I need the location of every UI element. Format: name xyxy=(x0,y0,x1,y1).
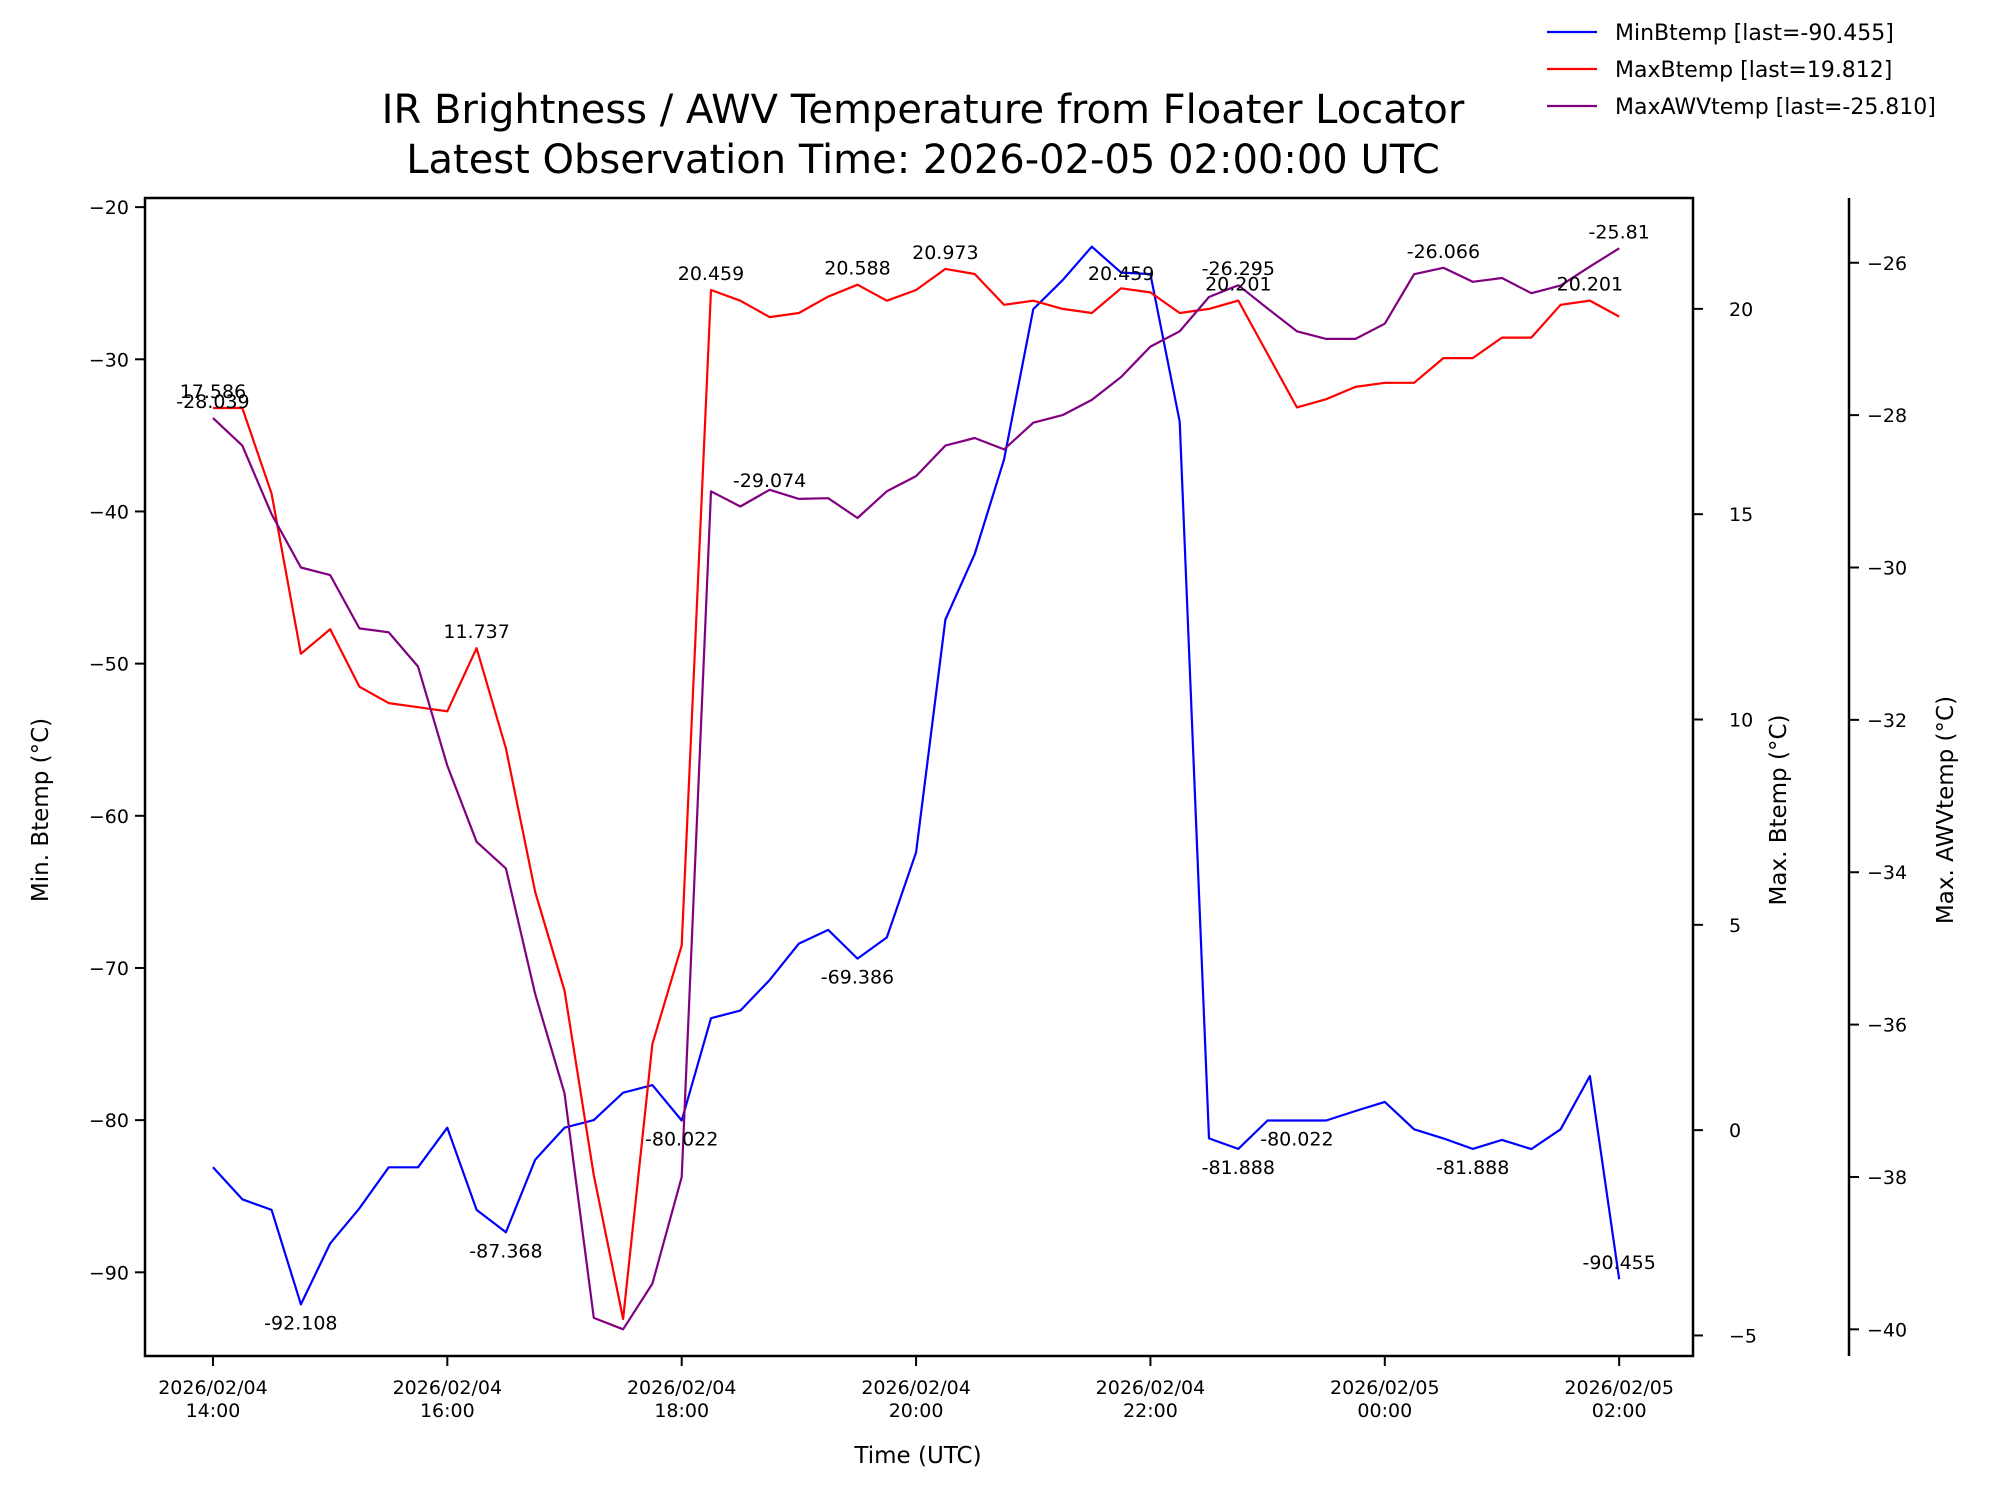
right-axis-label-maxbtemp: Max. Btemp (°C) xyxy=(1766,715,1792,906)
annotation-maxbtemp: 20.201 xyxy=(1557,274,1623,296)
annotation-maxawvtemp: -26.066 xyxy=(1407,241,1480,263)
legend-label-maxawvtemp: MaxAWVtemp [last=-25.810] xyxy=(1615,95,1936,120)
x-tick-label-time: 22:00 xyxy=(1123,1400,1178,1422)
annotation-maxbtemp: 11.737 xyxy=(443,621,509,643)
right2-tick-label: −26 xyxy=(1867,253,1907,275)
left-tick-label: −20 xyxy=(89,197,129,219)
annotation-maxawvtemp: -26.295 xyxy=(1202,258,1275,280)
x-tick-label-date: 2026/02/04 xyxy=(158,1377,268,1399)
annotation-minbtemp: -92.108 xyxy=(264,1312,337,1334)
x-tick-label-date: 2026/02/05 xyxy=(1330,1377,1440,1399)
annotation-maxbtemp: 20.201 xyxy=(1205,274,1271,296)
x-tick-label-date: 2026/02/04 xyxy=(861,1377,971,1399)
x-tick-label-time: 00:00 xyxy=(1357,1400,1412,1422)
annotation-maxawvtemp: -29.074 xyxy=(733,470,806,492)
annotation-maxawvtemp: -25.81 xyxy=(1589,221,1650,243)
annotation-minbtemp: -90.455 xyxy=(1583,1252,1656,1274)
left-tick-label: −40 xyxy=(89,501,129,523)
right1-tick-label: 0 xyxy=(1729,1120,1741,1142)
annotation-minbtemp: -81.888 xyxy=(1202,1157,1275,1179)
right1-tick-label: −5 xyxy=(1729,1325,1757,1347)
x-tick-label-time: 18:00 xyxy=(654,1400,709,1422)
series-line-minbtemp xyxy=(212,245,1621,1306)
left-tick-label: −50 xyxy=(89,654,129,676)
x-tick-label-time: 16:00 xyxy=(420,1400,475,1422)
right2-tick-label: −32 xyxy=(1867,710,1907,732)
legend-label-minbtemp: MinBtemp [last=-90.455] xyxy=(1615,21,1894,46)
annotation-maxbtemp: 20.459 xyxy=(678,263,744,285)
x-tick-label-date: 2026/02/04 xyxy=(393,1377,503,1399)
data-annotations: -92.108 -87.368 -80.022 -69.386 -81.888 -80.0… xyxy=(176,221,1656,1334)
series-line-maxawvtemp xyxy=(212,247,1620,1331)
left-axis-label: Min. Btemp (°C) xyxy=(28,718,54,902)
right1-tick-label: 15 xyxy=(1729,504,1753,526)
x-tick-label-time: 02:00 xyxy=(1592,1400,1647,1422)
x-tick-label-time: 14:00 xyxy=(186,1400,241,1422)
right2-tick-label: −38 xyxy=(1867,1167,1907,1189)
right1-tick-label: 5 xyxy=(1729,915,1741,937)
annotation-maxbtemp: 20.459 xyxy=(1088,263,1154,285)
axis-ticks: 2026/02/0414:002026/02/0416:002026/02/04… xyxy=(89,197,1907,1422)
left-tick-label: −90 xyxy=(89,1262,129,1284)
right2-tick-label: −28 xyxy=(1867,405,1907,427)
left-tick-label: −70 xyxy=(89,958,129,980)
right1-tick-label: 20 xyxy=(1729,299,1753,321)
legend: MinBtemp [last=-90.455] MaxBtemp [last=1… xyxy=(1547,21,1936,120)
annotation-minbtemp: -87.368 xyxy=(469,1240,542,1262)
annotation-maxawvtemp: -28.039 xyxy=(176,391,249,413)
annotation-minbtemp: -80.022 xyxy=(645,1128,718,1150)
left-tick-label: −80 xyxy=(89,1110,129,1132)
plot-lines xyxy=(212,245,1621,1331)
plot-frame xyxy=(143,196,1695,1358)
legend-label-maxbtemp: MaxBtemp [last=19.812] xyxy=(1615,58,1892,83)
annotation-minbtemp: -69.386 xyxy=(821,967,894,989)
chart-title: IR Brightness / AWV Temperature from Flo… xyxy=(382,87,1465,133)
left-tick-label: −30 xyxy=(89,349,129,371)
x-tick-label-date: 2026/02/04 xyxy=(627,1377,737,1399)
x-tick-label-time: 20:00 xyxy=(889,1400,944,1422)
right2-tick-label: −34 xyxy=(1867,862,1907,884)
right1-tick-label: 10 xyxy=(1729,710,1753,732)
x-tick-label-date: 2026/02/05 xyxy=(1564,1377,1674,1399)
right2-tick-label: −30 xyxy=(1867,557,1907,579)
annotation-maxbtemp: 20.973 xyxy=(912,242,978,264)
x-tick-label-date: 2026/02/04 xyxy=(1096,1377,1206,1399)
annotation-maxbtemp: 17.586 xyxy=(180,381,246,403)
annotation-minbtemp: -80.022 xyxy=(1260,1128,1333,1150)
chart-subtitle: Latest Observation Time: 2026-02-05 02:0… xyxy=(406,137,1440,183)
right2-tick-label: −40 xyxy=(1867,1319,1907,1341)
annotation-maxbtemp: 20.588 xyxy=(824,258,890,280)
series-line-maxbtemp xyxy=(213,267,1620,1321)
left-tick-label: −60 xyxy=(89,806,129,828)
right-axis-label-maxawvtemp: Max. AWVtemp (°C) xyxy=(1933,696,1959,924)
annotation-minbtemp: -81.888 xyxy=(1436,1157,1509,1179)
right2-tick-label: −36 xyxy=(1867,1015,1907,1037)
x-axis-label: Time (UTC) xyxy=(853,1443,981,1469)
